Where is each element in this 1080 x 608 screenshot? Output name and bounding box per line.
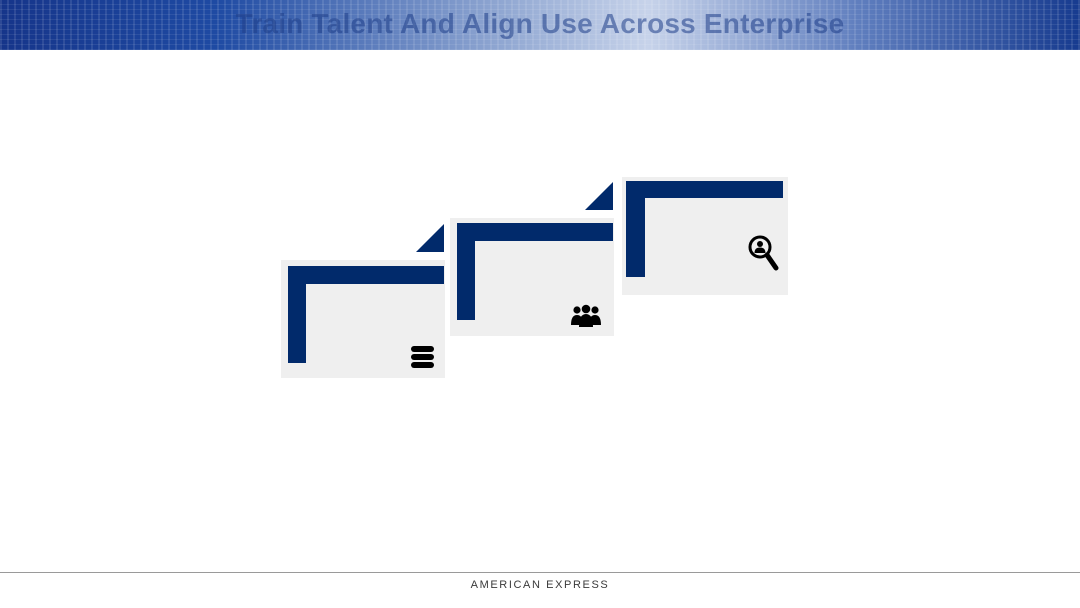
magnifier-person-icon xyxy=(748,235,779,271)
header-banner: Train Talent And Align Use Across Enterp… xyxy=(0,0,1080,50)
step-2-corner-triangle xyxy=(585,182,613,210)
step-1-left-bar xyxy=(288,266,306,363)
step-2-top-bar xyxy=(457,223,613,241)
page-title: Train Talent And Align Use Across Enterp… xyxy=(235,8,845,39)
footer-divider xyxy=(0,572,1080,573)
step-3-top-bar xyxy=(626,181,783,198)
database-icon xyxy=(411,346,434,368)
step-1-corner-triangle xyxy=(416,224,444,252)
people-group-icon xyxy=(571,304,601,327)
step-3-left-bar xyxy=(626,181,645,277)
footer-brand: AMERICAN EXPRESS xyxy=(470,579,610,591)
step-2-left-bar xyxy=(457,223,475,320)
step-1-top-bar xyxy=(288,266,444,284)
